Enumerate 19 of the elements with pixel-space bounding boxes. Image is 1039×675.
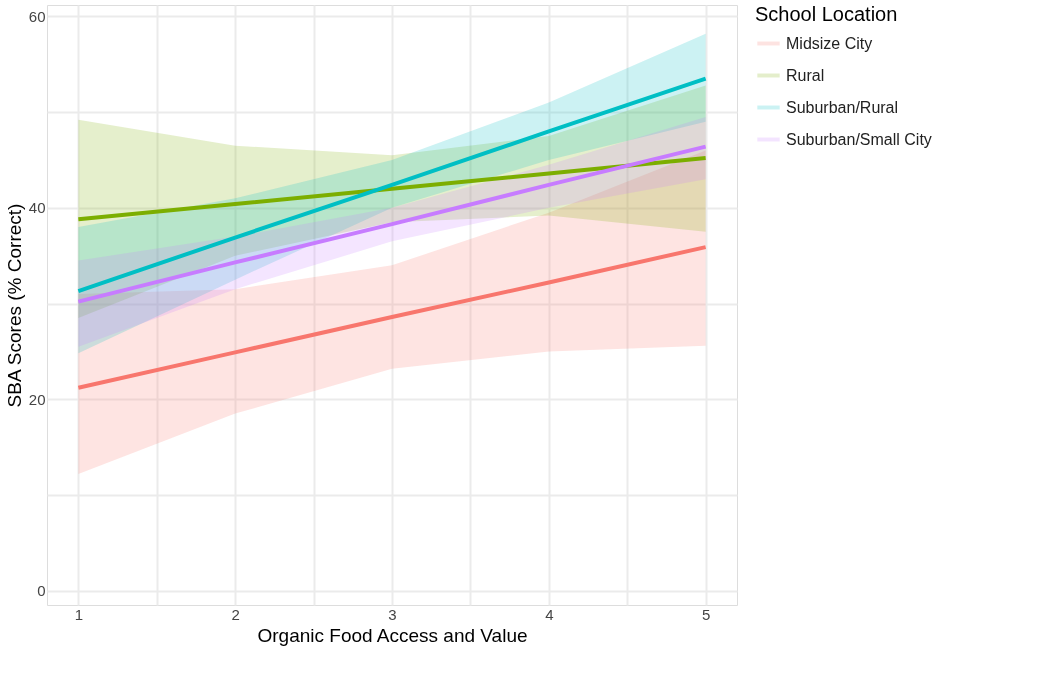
- x-tick-label: 5: [701, 605, 711, 623]
- y-tick-label: 40: [28, 199, 46, 217]
- x-tick-label: 2: [231, 605, 240, 623]
- x-axis-title: Organic Food Access and Value: [257, 624, 528, 646]
- legend-label: Suburban/Rural: [786, 98, 899, 116]
- y-tick-label: 20: [28, 390, 46, 408]
- legend-label: Midsize City: [786, 34, 873, 52]
- legend-title: School Location: [755, 3, 898, 25]
- y-tick-label: 0: [37, 582, 46, 600]
- line-series: [76, 156, 708, 222]
- y-tick-label: 60: [28, 7, 46, 25]
- line-series: [76, 245, 708, 390]
- x-tick-label: 4: [545, 605, 554, 623]
- line-series: [76, 144, 708, 304]
- legend-label: Rural: [786, 66, 825, 84]
- legend-label: Suburban/Small City: [786, 130, 932, 148]
- x-tick-label: 3: [388, 605, 397, 623]
- x-tick-label: 1: [74, 605, 84, 623]
- y-axis-title: SBA Scores (% Correct): [3, 203, 25, 408]
